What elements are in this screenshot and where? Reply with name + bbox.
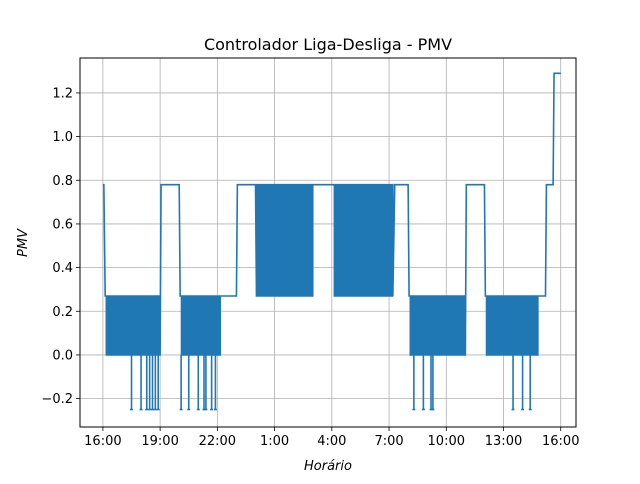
y-tick-label: 0.0 (52, 348, 73, 363)
y-tick-label: 1.2 (52, 86, 73, 101)
x-tick-label: 4:00 (317, 434, 346, 449)
y-tick-label: 0.8 (52, 174, 73, 189)
x-tick-label: 22:00 (199, 434, 236, 449)
pmv-series-line (102, 72, 561, 356)
x-tick-label: 16:00 (542, 434, 579, 449)
y-axis-ticks: −0.2 0.0 0.2 0.4 0.6 0.8 1.0 1.2 (41, 86, 80, 407)
x-tick-label: 10:00 (428, 434, 465, 449)
x-tick-label: 1:00 (260, 434, 289, 449)
x-tick-label: 16:00 (84, 434, 121, 449)
x-tick-label: 19:00 (141, 434, 178, 449)
x-tick-label: 13:00 (485, 434, 522, 449)
y-tick-label: 1.0 (52, 130, 73, 145)
x-axis-ticks: 16:00 19:00 22:00 1:00 4:00 7:00 10:00 13:00 16:… (84, 427, 579, 449)
x-axis-label: Horário (304, 459, 352, 474)
grid-lines (80, 58, 576, 427)
axes-frame (79, 57, 577, 428)
chart-title: Controlador Liga-Desliga - PMV (204, 35, 452, 54)
x-tick-label: 7:00 (374, 434, 403, 449)
y-tick-label: 0.4 (52, 261, 73, 276)
y-tick-label: 0.2 (52, 305, 73, 320)
y-tick-label: 0.6 (52, 217, 73, 232)
y-axis-label: PMV (16, 228, 31, 257)
plot-area (102, 72, 561, 411)
y-tick-label: −0.2 (41, 392, 73, 407)
